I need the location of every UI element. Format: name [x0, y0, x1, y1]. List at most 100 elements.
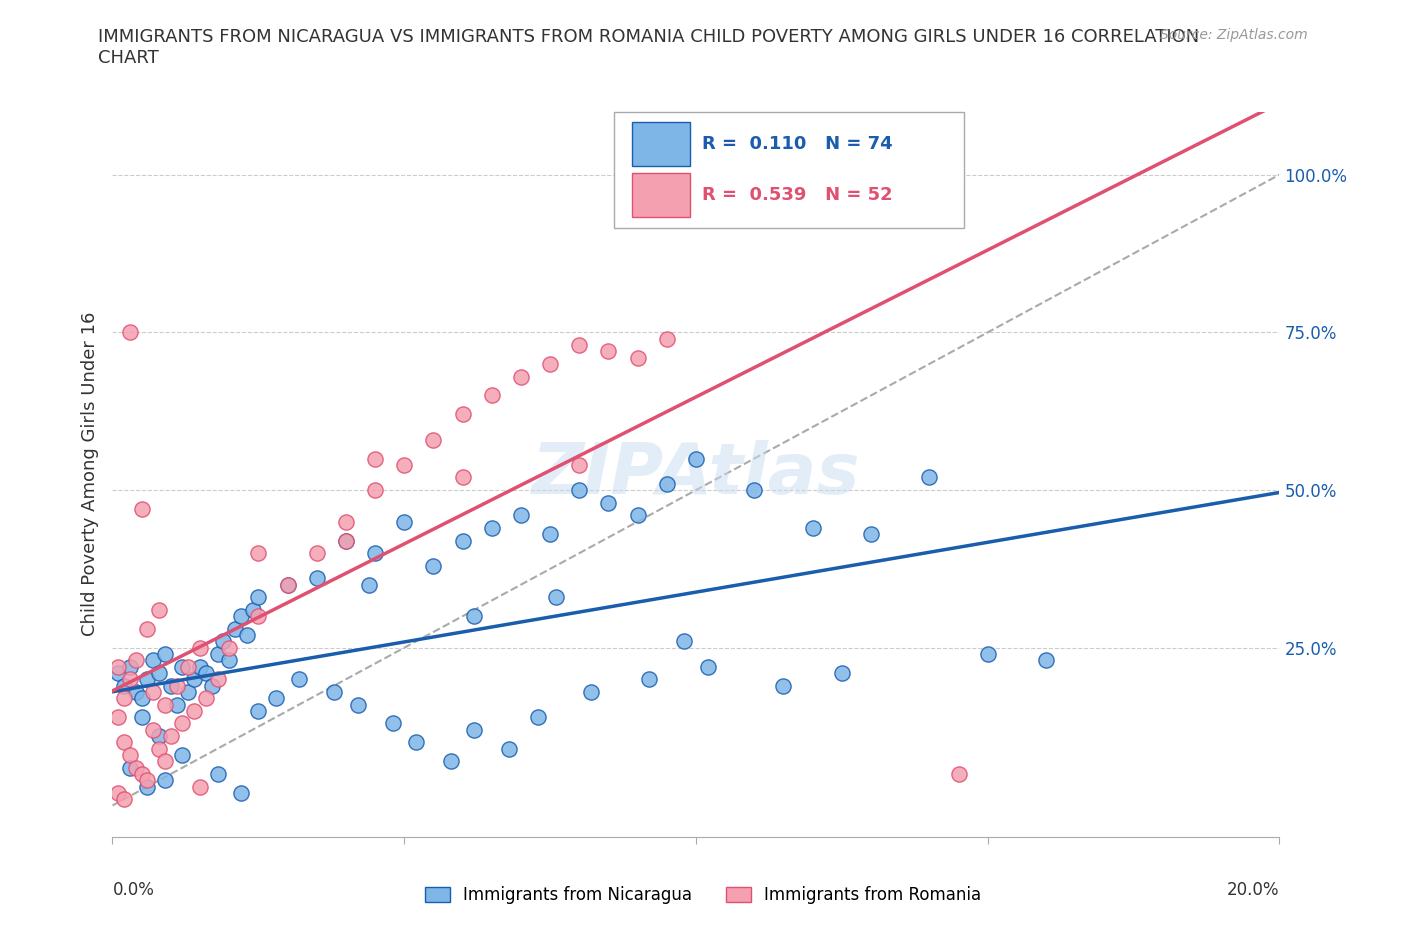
Point [247, 590, 270, 604]
Point [568, 458, 591, 472]
FancyBboxPatch shape [631, 123, 690, 166]
Point [172, 748, 194, 763]
Point [247, 609, 270, 624]
Point [364, 451, 387, 466]
Y-axis label: Child Poverty Among Girls Under 16: Child Poverty Among Girls Under 16 [80, 312, 98, 636]
Point [188, 659, 211, 674]
Point [112, 735, 135, 750]
Point [142, 723, 165, 737]
Point [364, 483, 387, 498]
Point [183, 703, 205, 718]
Point [1035, 653, 1057, 668]
Point [685, 451, 707, 466]
Point [772, 678, 794, 693]
Point [440, 754, 463, 769]
Point [346, 698, 368, 712]
Text: R =  0.539   N = 52: R = 0.539 N = 52 [702, 186, 893, 204]
Point [276, 578, 298, 592]
Point [207, 766, 229, 781]
Point [422, 432, 444, 447]
Point [451, 407, 474, 422]
Point [188, 779, 211, 794]
Point [177, 684, 200, 699]
Point [579, 684, 602, 699]
Point [153, 773, 176, 788]
Point [131, 710, 153, 724]
Point [359, 578, 381, 592]
Point [264, 691, 287, 706]
Point [696, 659, 718, 674]
Point [247, 703, 270, 718]
Point [598, 496, 620, 511]
Point [107, 666, 129, 681]
Text: ZIPAtlas: ZIPAtlas [531, 440, 860, 509]
Point [218, 653, 240, 668]
Point [626, 351, 648, 365]
Point [242, 603, 264, 618]
Point [288, 671, 311, 686]
Point [136, 671, 159, 686]
Point [112, 691, 135, 706]
Point [405, 735, 427, 750]
Point [305, 571, 328, 586]
Point [118, 671, 141, 686]
Point [142, 684, 165, 699]
Point [160, 678, 183, 693]
Point [142, 653, 165, 668]
Point [276, 578, 298, 592]
Point [859, 526, 883, 541]
Point [481, 521, 503, 536]
Point [107, 659, 129, 674]
Point [392, 514, 416, 529]
Point [172, 716, 194, 731]
Point [463, 609, 485, 624]
Point [177, 659, 200, 674]
Point [118, 325, 141, 339]
Point [948, 766, 970, 781]
Point [498, 741, 520, 756]
Point [801, 521, 824, 536]
Point [148, 741, 170, 756]
Text: Source: ZipAtlas.com: Source: ZipAtlas.com [1160, 28, 1308, 42]
Point [451, 533, 474, 548]
Point [568, 483, 591, 498]
Point [207, 646, 229, 661]
Point [207, 671, 229, 686]
Point [742, 483, 765, 498]
Point [235, 628, 257, 643]
Point [118, 760, 141, 775]
Point [112, 791, 135, 806]
Point [194, 666, 217, 681]
Point [136, 779, 159, 794]
Point [136, 773, 159, 788]
Point [212, 634, 235, 649]
Point [392, 458, 416, 472]
Point [118, 748, 141, 763]
FancyBboxPatch shape [631, 173, 690, 217]
Point [166, 698, 188, 712]
Point [481, 388, 503, 403]
Point [247, 546, 270, 561]
Point [229, 609, 252, 624]
Point [229, 786, 252, 801]
Point [655, 476, 678, 491]
Point [831, 666, 853, 681]
Legend: Immigrants from Nicaragua, Immigrants from Romania: Immigrants from Nicaragua, Immigrants fr… [416, 878, 990, 912]
Text: IMMIGRANTS FROM NICARAGUA VS IMMIGRANTS FROM ROMANIA CHILD POVERTY AMONG GIRLS U: IMMIGRANTS FROM NICARAGUA VS IMMIGRANTS … [98, 28, 1199, 67]
Point [148, 728, 170, 743]
Point [153, 646, 176, 661]
Point [527, 710, 550, 724]
Point [305, 546, 328, 561]
Point [148, 666, 170, 681]
Point [131, 766, 153, 781]
Point [335, 533, 357, 548]
Point [538, 526, 561, 541]
Point [538, 356, 561, 371]
Text: R =  0.110   N = 74: R = 0.110 N = 74 [702, 135, 893, 153]
Point [112, 678, 135, 693]
Point [598, 344, 620, 359]
Point [125, 684, 148, 699]
Point [153, 698, 176, 712]
Point [125, 653, 148, 668]
Point [166, 678, 188, 693]
